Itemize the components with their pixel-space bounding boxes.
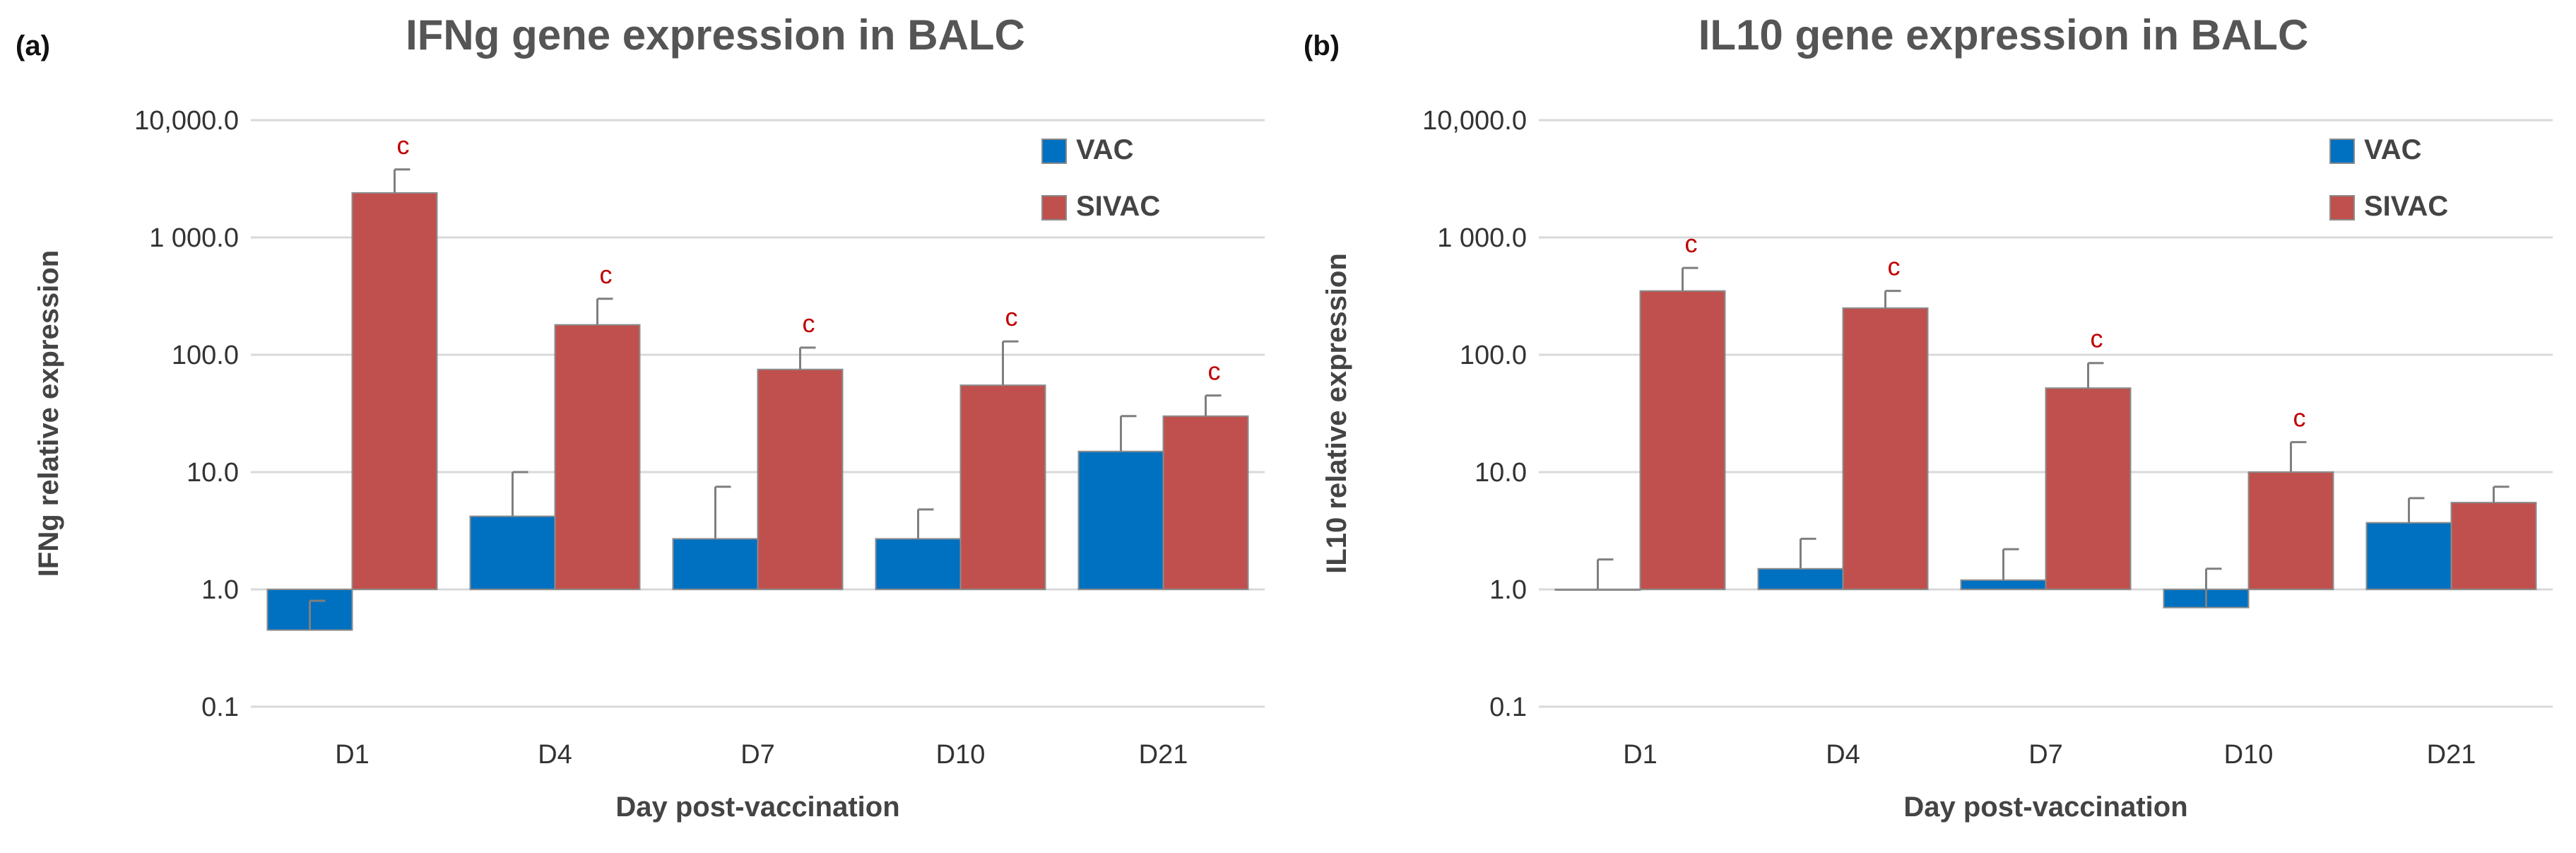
x-axis-label: Day post-vaccination: [1903, 792, 2187, 823]
chart-title: IFNg gene expression in BALC: [406, 11, 1025, 59]
chart-panel-b: 0.1 1.0 10.0 100.0 1 000.0 10,000.0 (b) IL10 ge…: [1288, 0, 2576, 853]
significance-mark: c: [2091, 324, 2103, 353]
bar-sivac: [351, 192, 438, 590]
y-tick-label: 1 000.0: [149, 223, 239, 253]
legend-label-vac: VAC: [2364, 134, 2421, 165]
legend-label-vac: VAC: [1076, 134, 1133, 165]
y-axis-label: IFNg relative expression: [33, 250, 64, 577]
significance-mark: c: [1685, 229, 1698, 258]
bar-vac: [875, 538, 962, 590]
legend-swatch-sivac: [2329, 195, 2355, 220]
bar-sivac: [1162, 415, 1249, 590]
y-tick-label: 100.0: [1460, 341, 1527, 370]
bar-vac: [469, 515, 556, 590]
bar-sivac: [1842, 307, 1929, 590]
chart-panel-a: 0.1 1.0 10.0 100.0 1 000.0 10,000.0 (a) IFNg ge…: [16, 11, 1265, 823]
category-label: D4: [1826, 740, 1860, 770]
significance-mark: c: [600, 260, 613, 289]
y-tick-label: 10.0: [187, 458, 239, 488]
bar-vac: [672, 538, 759, 590]
bar-sivac: [2450, 502, 2537, 590]
y-tick-label: 1 000.0: [1437, 223, 1527, 253]
y-tick-label: 1.0: [201, 575, 239, 605]
category-label: D10: [2224, 740, 2274, 770]
chart-a-svg: 0.1 1.0 10.0 100.0 1 000.0 10,000.0 (a) IFNg ge…: [16, 11, 1265, 823]
significance-mark: c: [803, 309, 815, 338]
x-axis-label: Day post-vaccination: [615, 792, 899, 823]
category-label: D21: [2427, 740, 2476, 770]
category-label: D4: [538, 740, 572, 770]
category-label: D1: [335, 740, 370, 770]
legend-swatch-sivac: [1041, 195, 1067, 220]
category-label: D21: [1139, 740, 1188, 770]
legend-swatch-vac: [1041, 139, 1067, 164]
significance-mark: c: [1208, 357, 1221, 386]
y-tick-label: 0.1: [201, 693, 239, 722]
significance-mark: c: [1005, 302, 1018, 331]
bar-sivac: [959, 384, 1046, 590]
y-axis-label: IL10 relative expression: [1321, 253, 1352, 574]
category-label: D10: [936, 740, 986, 770]
y-tick-label: 1.0: [1489, 575, 1527, 605]
legend-label-sivac: SIVAC: [2364, 191, 2448, 222]
significance-mark: c: [397, 131, 410, 160]
bar-vac: [1960, 579, 2047, 590]
bar-sivac: [2045, 387, 2132, 590]
y-tick-label: 10,000.0: [134, 106, 239, 136]
panel-label: (b): [1304, 30, 1340, 61]
chart-b-svg: 0.1 1.0 10.0 100.0 1 000.0 10,000.0 (b) IL10 ge…: [1304, 11, 2553, 823]
bar-vac: [1077, 450, 1164, 591]
bar-sivac: [2247, 471, 2334, 590]
bar-sivac: [1639, 290, 1726, 590]
y-tick-label: 10,000.0: [1422, 106, 1527, 136]
category-label: D1: [1623, 740, 1658, 770]
category-label: D7: [2028, 740, 2063, 770]
legend-swatch-vac: [2329, 139, 2355, 164]
bar-sivac: [757, 368, 844, 590]
bar-vac: [2365, 522, 2452, 591]
bar-vac: [1757, 567, 1844, 591]
chart-title: IL10 gene expression in BALC: [1698, 11, 2309, 59]
y-tick-label: 100.0: [172, 341, 239, 370]
bar-sivac: [554, 324, 641, 590]
bar-vac: [1554, 589, 1641, 591]
significance-mark: c: [2293, 404, 2306, 433]
y-tick-label: 10.0: [1475, 458, 1527, 488]
category-label: D7: [740, 740, 775, 770]
panel-label: (a): [16, 30, 50, 61]
legend-label-sivac: SIVAC: [1076, 191, 1160, 222]
y-tick-label: 0.1: [1489, 693, 1527, 722]
significance-mark: c: [1888, 252, 1901, 281]
